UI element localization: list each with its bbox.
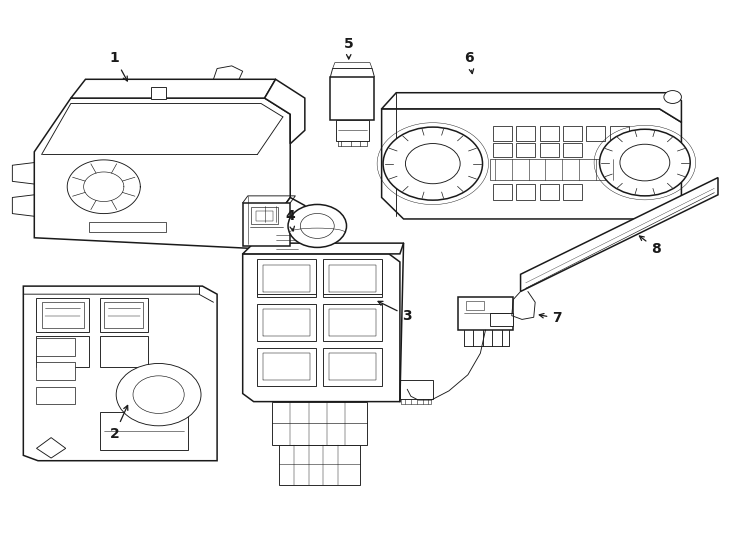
Polygon shape: [37, 298, 89, 332]
Polygon shape: [493, 184, 512, 200]
Circle shape: [405, 144, 460, 184]
Circle shape: [620, 144, 670, 181]
Polygon shape: [261, 230, 305, 254]
Polygon shape: [37, 335, 89, 367]
Polygon shape: [258, 259, 316, 294]
Polygon shape: [243, 243, 404, 254]
Polygon shape: [539, 184, 559, 200]
Polygon shape: [279, 444, 360, 485]
Polygon shape: [104, 302, 143, 328]
Polygon shape: [563, 143, 582, 157]
Text: 2: 2: [110, 406, 128, 441]
Polygon shape: [323, 348, 382, 386]
Polygon shape: [37, 338, 75, 356]
Polygon shape: [516, 184, 535, 200]
Polygon shape: [323, 304, 382, 341]
Text: 8: 8: [639, 236, 661, 255]
Text: 1: 1: [110, 51, 128, 81]
Circle shape: [383, 127, 482, 200]
Polygon shape: [258, 304, 316, 341]
Polygon shape: [490, 313, 513, 326]
Polygon shape: [243, 203, 290, 246]
Polygon shape: [520, 178, 718, 292]
Polygon shape: [465, 301, 484, 310]
Polygon shape: [459, 297, 513, 330]
Polygon shape: [37, 362, 75, 380]
Polygon shape: [258, 260, 316, 298]
Polygon shape: [265, 79, 305, 144]
Polygon shape: [100, 298, 148, 332]
Polygon shape: [254, 206, 290, 221]
Polygon shape: [100, 413, 188, 450]
Polygon shape: [256, 211, 273, 220]
Polygon shape: [382, 93, 681, 122]
Circle shape: [300, 213, 334, 239]
Polygon shape: [493, 126, 512, 141]
Polygon shape: [563, 126, 582, 141]
Circle shape: [116, 363, 201, 426]
Circle shape: [288, 205, 346, 247]
Polygon shape: [37, 437, 66, 458]
Polygon shape: [100, 335, 148, 367]
Polygon shape: [323, 259, 382, 294]
Polygon shape: [400, 380, 433, 399]
Text: 6: 6: [465, 51, 474, 73]
Polygon shape: [516, 143, 535, 157]
Text: 5: 5: [344, 37, 354, 59]
Polygon shape: [382, 109, 681, 219]
Polygon shape: [335, 119, 369, 141]
Text: 4: 4: [286, 210, 295, 231]
Polygon shape: [330, 77, 374, 119]
Polygon shape: [539, 126, 559, 141]
Text: 7: 7: [539, 312, 562, 325]
Polygon shape: [493, 143, 512, 157]
Polygon shape: [42, 302, 84, 328]
Polygon shape: [563, 184, 582, 200]
Polygon shape: [323, 260, 382, 298]
Circle shape: [133, 376, 184, 414]
Circle shape: [600, 129, 690, 196]
Polygon shape: [258, 348, 316, 386]
Polygon shape: [71, 79, 275, 98]
Polygon shape: [516, 126, 535, 141]
Polygon shape: [490, 159, 631, 180]
Polygon shape: [272, 402, 367, 444]
Circle shape: [664, 91, 681, 104]
Polygon shape: [539, 143, 559, 157]
Polygon shape: [151, 87, 166, 99]
Polygon shape: [252, 207, 277, 224]
Polygon shape: [254, 198, 305, 259]
Polygon shape: [586, 126, 606, 141]
Polygon shape: [34, 98, 290, 248]
Polygon shape: [23, 286, 217, 461]
Text: 3: 3: [378, 301, 412, 323]
Polygon shape: [610, 126, 629, 141]
Polygon shape: [37, 387, 75, 404]
Polygon shape: [243, 254, 400, 402]
Polygon shape: [89, 221, 166, 232]
